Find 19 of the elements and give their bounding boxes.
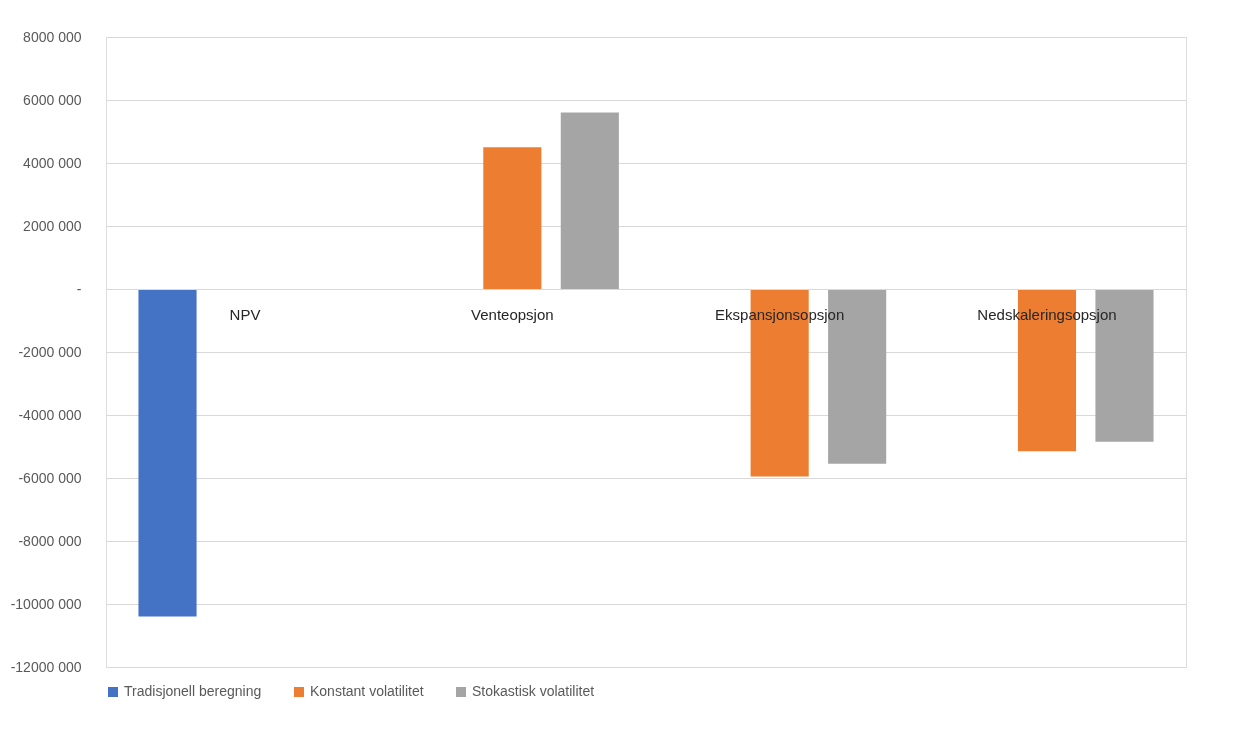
bar — [560, 112, 619, 289]
y-tick-label: 6000 000 — [23, 91, 82, 108]
y-tick-label: -12000 000 — [10, 658, 82, 675]
y-tick-label: 4000 000 — [23, 154, 82, 171]
y-tick-label: -6000 000 — [18, 469, 82, 486]
legend-label: Tradisjonell beregning — [124, 683, 262, 699]
y-tick-label: -2000 000 — [18, 343, 82, 360]
bar — [138, 289, 197, 617]
y-tick-label: -4000 000 — [18, 406, 82, 423]
bar — [483, 147, 542, 289]
legend-label: Stokastisk volatilitet — [472, 683, 595, 699]
y-tick-label: 2000 000 — [23, 217, 82, 234]
x-tick-label: NPV — [229, 305, 261, 323]
legend-label: Konstant volatilitet — [310, 683, 424, 699]
y-tick-label: 8000 000 — [23, 28, 82, 45]
x-tick-label: Venteopsjon — [471, 305, 554, 323]
y-tick-label: - — [76, 280, 82, 297]
y-tick-label: -8000 000 — [18, 532, 82, 549]
y-tick-label: -10000 000 — [10, 595, 82, 612]
